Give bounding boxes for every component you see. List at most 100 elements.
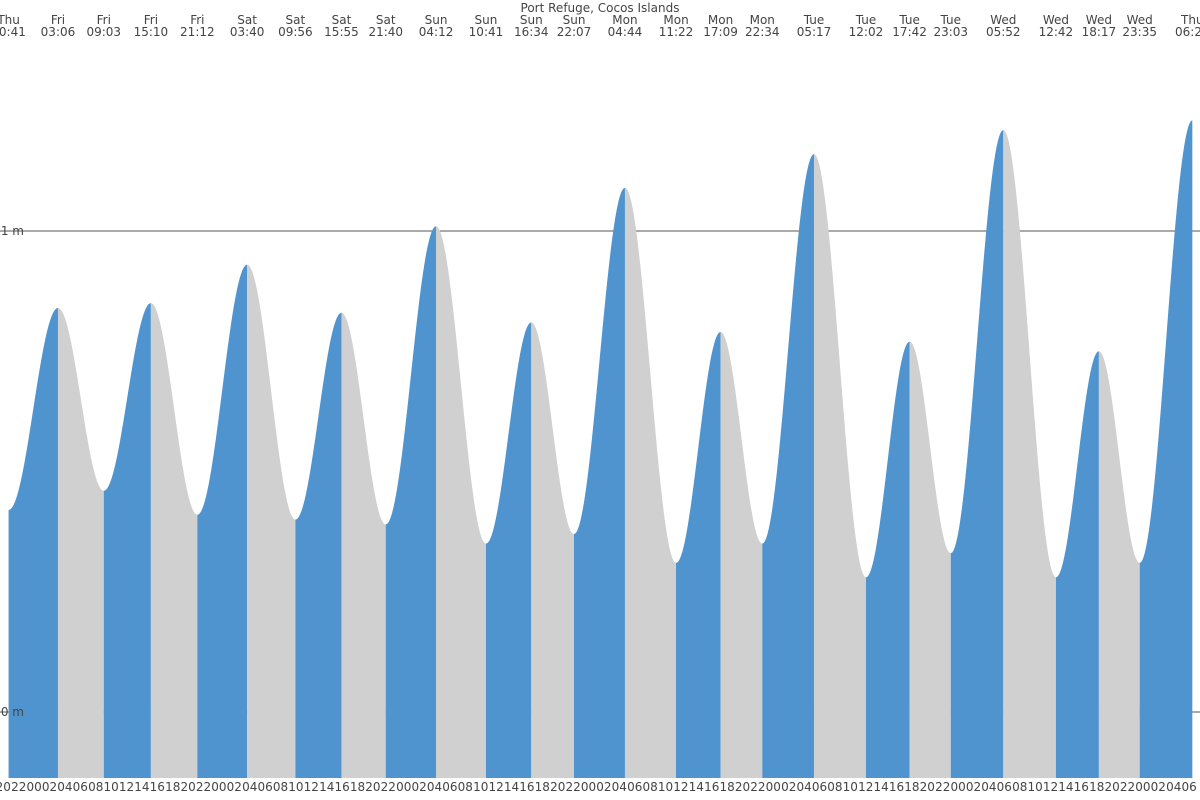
hour-label: 12 bbox=[119, 780, 134, 794]
hour-label: 08 bbox=[458, 780, 473, 794]
extreme-time: 10:41 bbox=[469, 25, 504, 39]
hour-label: 10 bbox=[288, 780, 303, 794]
hour-label: 10 bbox=[103, 780, 118, 794]
extreme-day: Mon bbox=[663, 13, 688, 27]
extreme-day: Tue bbox=[855, 13, 877, 27]
extreme-time: 11:22 bbox=[659, 25, 694, 39]
hour-label: 06 bbox=[1181, 780, 1196, 794]
extreme-time: 04:12 bbox=[419, 25, 454, 39]
hour-label: 18 bbox=[165, 780, 180, 794]
extreme-time: 05:52 bbox=[986, 25, 1021, 39]
falling-tide bbox=[150, 303, 198, 778]
rising-tide bbox=[865, 341, 910, 778]
hour-label: 02 bbox=[227, 780, 242, 794]
hour-label: 12 bbox=[304, 780, 319, 794]
rising-tide bbox=[485, 322, 532, 778]
extreme-day: Sat bbox=[376, 13, 396, 27]
extreme-time: 09:56 bbox=[278, 25, 313, 39]
hour-label: 00 bbox=[396, 780, 411, 794]
extreme-time: 15:55 bbox=[324, 25, 359, 39]
hour-label: 04 bbox=[981, 780, 996, 794]
hour-label: 04 bbox=[427, 780, 442, 794]
falling-tide bbox=[909, 341, 951, 778]
hour-label: 14 bbox=[319, 780, 334, 794]
hour-label: 16 bbox=[334, 780, 349, 794]
extreme-day: Fri bbox=[97, 13, 111, 27]
extreme-time: 18:17 bbox=[1082, 25, 1117, 39]
hour-label: 06 bbox=[257, 780, 272, 794]
hour-label: 04 bbox=[612, 780, 627, 794]
hour-label: 02 bbox=[411, 780, 426, 794]
extreme-time: 03:06 bbox=[41, 25, 76, 39]
extreme-time: 17:09 bbox=[703, 25, 738, 39]
extreme-time: 12:02 bbox=[849, 25, 884, 39]
rising-tide bbox=[385, 226, 437, 778]
extreme-day: Wed bbox=[990, 13, 1016, 27]
falling-tide bbox=[531, 322, 575, 778]
hour-label: 08 bbox=[827, 780, 842, 794]
rising-tide bbox=[762, 154, 814, 779]
hour-label: 12 bbox=[858, 780, 873, 794]
extreme-day: Mon bbox=[708, 13, 733, 27]
extreme-day: Thu bbox=[1180, 13, 1200, 27]
rising-tide bbox=[295, 312, 342, 778]
extreme-time: 16:34 bbox=[514, 25, 549, 39]
extreme-day: Wed bbox=[1043, 13, 1069, 27]
hour-label: 10 bbox=[473, 780, 488, 794]
extreme-day: Sun bbox=[475, 13, 498, 27]
extreme-time: 23:03 bbox=[933, 25, 968, 39]
extreme-day: Tue bbox=[940, 13, 962, 27]
hour-label: 20 bbox=[180, 780, 195, 794]
rising-tide bbox=[103, 303, 151, 778]
hour-label: 04 bbox=[242, 780, 257, 794]
hour-label: 20 bbox=[1104, 780, 1119, 794]
hour-label: 12 bbox=[488, 780, 503, 794]
extreme-day: Tue bbox=[803, 13, 825, 27]
hour-label: 12 bbox=[673, 780, 688, 794]
hour-label: 16 bbox=[889, 780, 904, 794]
hour-label: 22 bbox=[935, 780, 950, 794]
extreme-day: Sun bbox=[520, 13, 543, 27]
hour-label: 06 bbox=[812, 780, 827, 794]
extreme-day: Fri bbox=[190, 13, 204, 27]
extreme-day: Wed bbox=[1127, 13, 1153, 27]
hour-label: 20 bbox=[550, 780, 565, 794]
hour-label: 00 bbox=[1135, 780, 1150, 794]
extreme-time: 20:41 bbox=[0, 25, 26, 39]
hour-label: 12 bbox=[1043, 780, 1058, 794]
hour-label: 16 bbox=[704, 780, 719, 794]
hour-label: 04 bbox=[1166, 780, 1181, 794]
falling-tide bbox=[813, 154, 866, 779]
extreme-time: 09:03 bbox=[86, 25, 121, 39]
extreme-day: Wed bbox=[1086, 13, 1112, 27]
falling-tide bbox=[720, 332, 763, 778]
hour-label: 18 bbox=[350, 780, 365, 794]
hour-label: 16 bbox=[1074, 780, 1089, 794]
hour-label: 18 bbox=[535, 780, 550, 794]
hour-label: 00 bbox=[581, 780, 596, 794]
hour-label: 06 bbox=[73, 780, 88, 794]
hour-label: 18 bbox=[904, 780, 919, 794]
hour-label: 18 bbox=[719, 780, 734, 794]
hour-label: 20 bbox=[0, 780, 11, 794]
hour-label: 08 bbox=[88, 780, 103, 794]
hour-label: 08 bbox=[273, 780, 288, 794]
extreme-day: Mon bbox=[750, 13, 775, 27]
hour-label: 14 bbox=[134, 780, 149, 794]
hour-label: 16 bbox=[519, 780, 534, 794]
rising-tide bbox=[676, 332, 721, 778]
hour-label: 22 bbox=[750, 780, 765, 794]
chart-title: Port Refuge, Cocos Islands bbox=[521, 1, 680, 15]
falling-tide bbox=[341, 312, 386, 778]
falling-tide bbox=[1003, 129, 1056, 779]
extreme-day: Thu bbox=[0, 13, 20, 27]
hour-label: 14 bbox=[689, 780, 704, 794]
extreme-day: Fri bbox=[51, 13, 65, 27]
rising-tide bbox=[8, 307, 58, 778]
extreme-time: 21:12 bbox=[180, 25, 215, 39]
hour-label: 08 bbox=[642, 780, 657, 794]
hour-label: 20 bbox=[365, 780, 380, 794]
hour-label: 10 bbox=[843, 780, 858, 794]
hour-label: 06 bbox=[627, 780, 642, 794]
extreme-day: Sun bbox=[563, 13, 586, 27]
